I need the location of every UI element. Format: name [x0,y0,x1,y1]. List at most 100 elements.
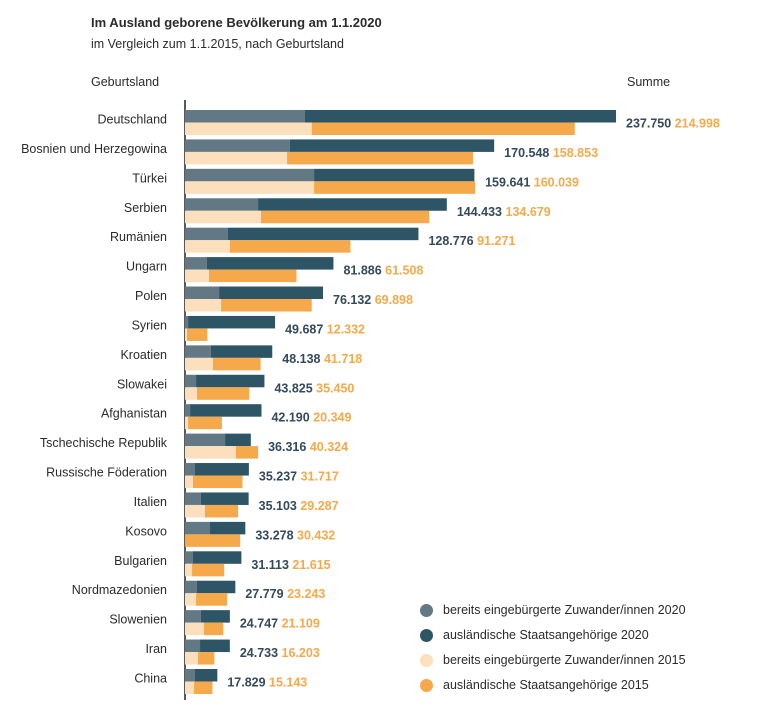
legend-item: bereits eingebürgerte Zuwander/innen 202… [420,603,686,617]
legend-label: ausländische Staatsangehörige 2015 [443,678,649,692]
bar-naturalized-2015 [185,299,222,312]
bar-naturalized-2020 [185,286,220,300]
category-label: Slowakei [117,377,167,391]
bar-foreign-2015 [196,593,228,606]
value-label-2020: 36.316 [268,440,310,454]
bar-naturalized-2020 [185,198,259,211]
bar-naturalized-2015 [185,504,205,518]
value-label-2015: 158.853 [553,146,598,160]
bar-foreign-2015 [287,151,473,165]
bar-foreign-2015 [311,122,575,135]
bar-naturalized-2015 [185,416,189,430]
bar-naturalized-2015 [185,240,230,253]
value-labels: 24.733 16.203 [240,646,320,660]
value-labels: 81.886 61.508 [343,264,423,278]
value-labels: 31.113 21.615 [251,558,330,572]
value-label-2020: 237.750 [626,117,675,131]
bar-naturalized-2020 [185,580,197,594]
bar-naturalized-2015 [185,446,236,459]
category-label: Nordmazedonien [72,583,167,597]
bar-foreign-2020 [219,286,324,300]
bar-foreign-2020 [196,580,236,594]
value-label-2015: 35.450 [316,381,354,395]
legend-swatch [420,653,433,667]
bar-naturalized-2020 [185,227,228,241]
value-label-2020: 24.733 [240,646,282,660]
bar-naturalized-2015 [185,151,288,165]
bar-naturalized-2020 [185,610,201,623]
bar-naturalized-2020 [185,639,201,653]
bar-foreign-2020 [194,668,218,682]
bar-foreign-2020 [227,227,419,241]
bar-naturalized-2015 [185,210,261,224]
bar-foreign-2020 [190,404,262,417]
category-label: Tschechische Republik [40,436,168,450]
bar-foreign-2015 [186,328,208,341]
chart-subtitle: im Vergleich zum 1.1.2015, nach Geburtsl… [91,37,344,51]
bar-naturalized-2020 [185,463,195,476]
value-label-2020: 31.113 [251,558,292,572]
category-label: Ungarn [126,260,167,274]
value-labels: 33.278 30.432 [255,528,335,542]
category-label: Kroatien [120,348,167,362]
value-label-2020: 24.747 [240,617,282,631]
category-label: Rumänien [110,230,167,244]
bar-naturalized-2020 [185,315,189,329]
value-label-2015: 21.109 [282,617,320,631]
bar-naturalized-2020 [185,110,306,123]
bar-foreign-2015 [192,563,225,577]
bar-foreign-2015 [188,416,222,430]
legend-item: bereits eingebürgerte Zuwander/innen 201… [420,653,686,667]
value-labels: 128.776 91.271 [428,234,515,248]
value-label-2015: 160.039 [534,175,579,189]
legend-label: bereits eingebürgerte Zuwander/innen 201… [443,653,686,667]
legend-label: ausländische Staatsangehörige 2020 [443,628,649,642]
value-label-2015: 61.508 [385,264,423,278]
legend-label: bereits eingebürgerte Zuwander/innen 202… [443,603,686,617]
bar-foreign-2015 [192,475,243,489]
bar-naturalized-2020 [185,139,290,152]
bar-naturalized-2015 [185,387,197,400]
bar-foreign-2015 [208,269,297,283]
bar-naturalized-2020 [185,374,197,388]
category-label: Slowenien [109,613,167,627]
bar-naturalized-2020 [185,551,193,564]
value-label-2015: 16.203 [282,646,320,660]
bar-naturalized-2020 [185,257,207,270]
value-label-2020: 27.779 [245,587,287,601]
bar-foreign-2015 [229,240,351,253]
bar-naturalized-2020 [185,433,226,447]
bar-naturalized-2015 [185,475,193,489]
bar-foreign-2020 [200,492,249,505]
value-label-2020: 42.190 [271,411,313,425]
category-label: Kosovo [125,524,167,538]
legend-swatch [420,678,433,692]
value-labels: 49.687 12.332 [285,322,365,336]
value-labels: 35.103 29.287 [259,499,339,513]
bar-naturalized-2015 [185,328,187,341]
category-label: Deutschland [98,113,168,127]
category-header: Geburtsland [91,75,160,89]
value-label-2020: 128.776 [428,234,477,248]
bar-foreign-2015 [260,210,430,224]
bar-foreign-2015 [194,681,213,694]
category-label: Polen [135,289,167,303]
bar-foreign-2015 [185,534,241,547]
category-label: Afghanistan [101,407,167,421]
value-labels: 76.132 69.898 [333,293,413,307]
bar-foreign-2020 [196,374,265,388]
bar-naturalized-2020 [185,404,191,417]
bar-foreign-2015 [204,504,239,518]
bar-foreign-2020 [188,315,276,329]
value-label-2020: 48.138 [282,352,324,366]
bar-foreign-2020 [305,110,616,123]
bar-foreign-2020 [200,610,230,623]
value-label-2020: 144.433 [457,205,506,219]
category-label: Serbien [124,201,167,215]
chart-title: Im Ausland geborene Bevölkerung am 1.1.2… [91,15,382,30]
value-label-2015: 40.324 [310,440,348,454]
bar-naturalized-2015 [185,563,193,577]
value-label-2015: 21.615 [292,558,330,572]
bar-foreign-2020 [192,551,242,564]
